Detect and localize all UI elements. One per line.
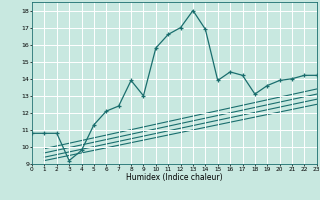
X-axis label: Humidex (Indice chaleur): Humidex (Indice chaleur) <box>126 173 223 182</box>
